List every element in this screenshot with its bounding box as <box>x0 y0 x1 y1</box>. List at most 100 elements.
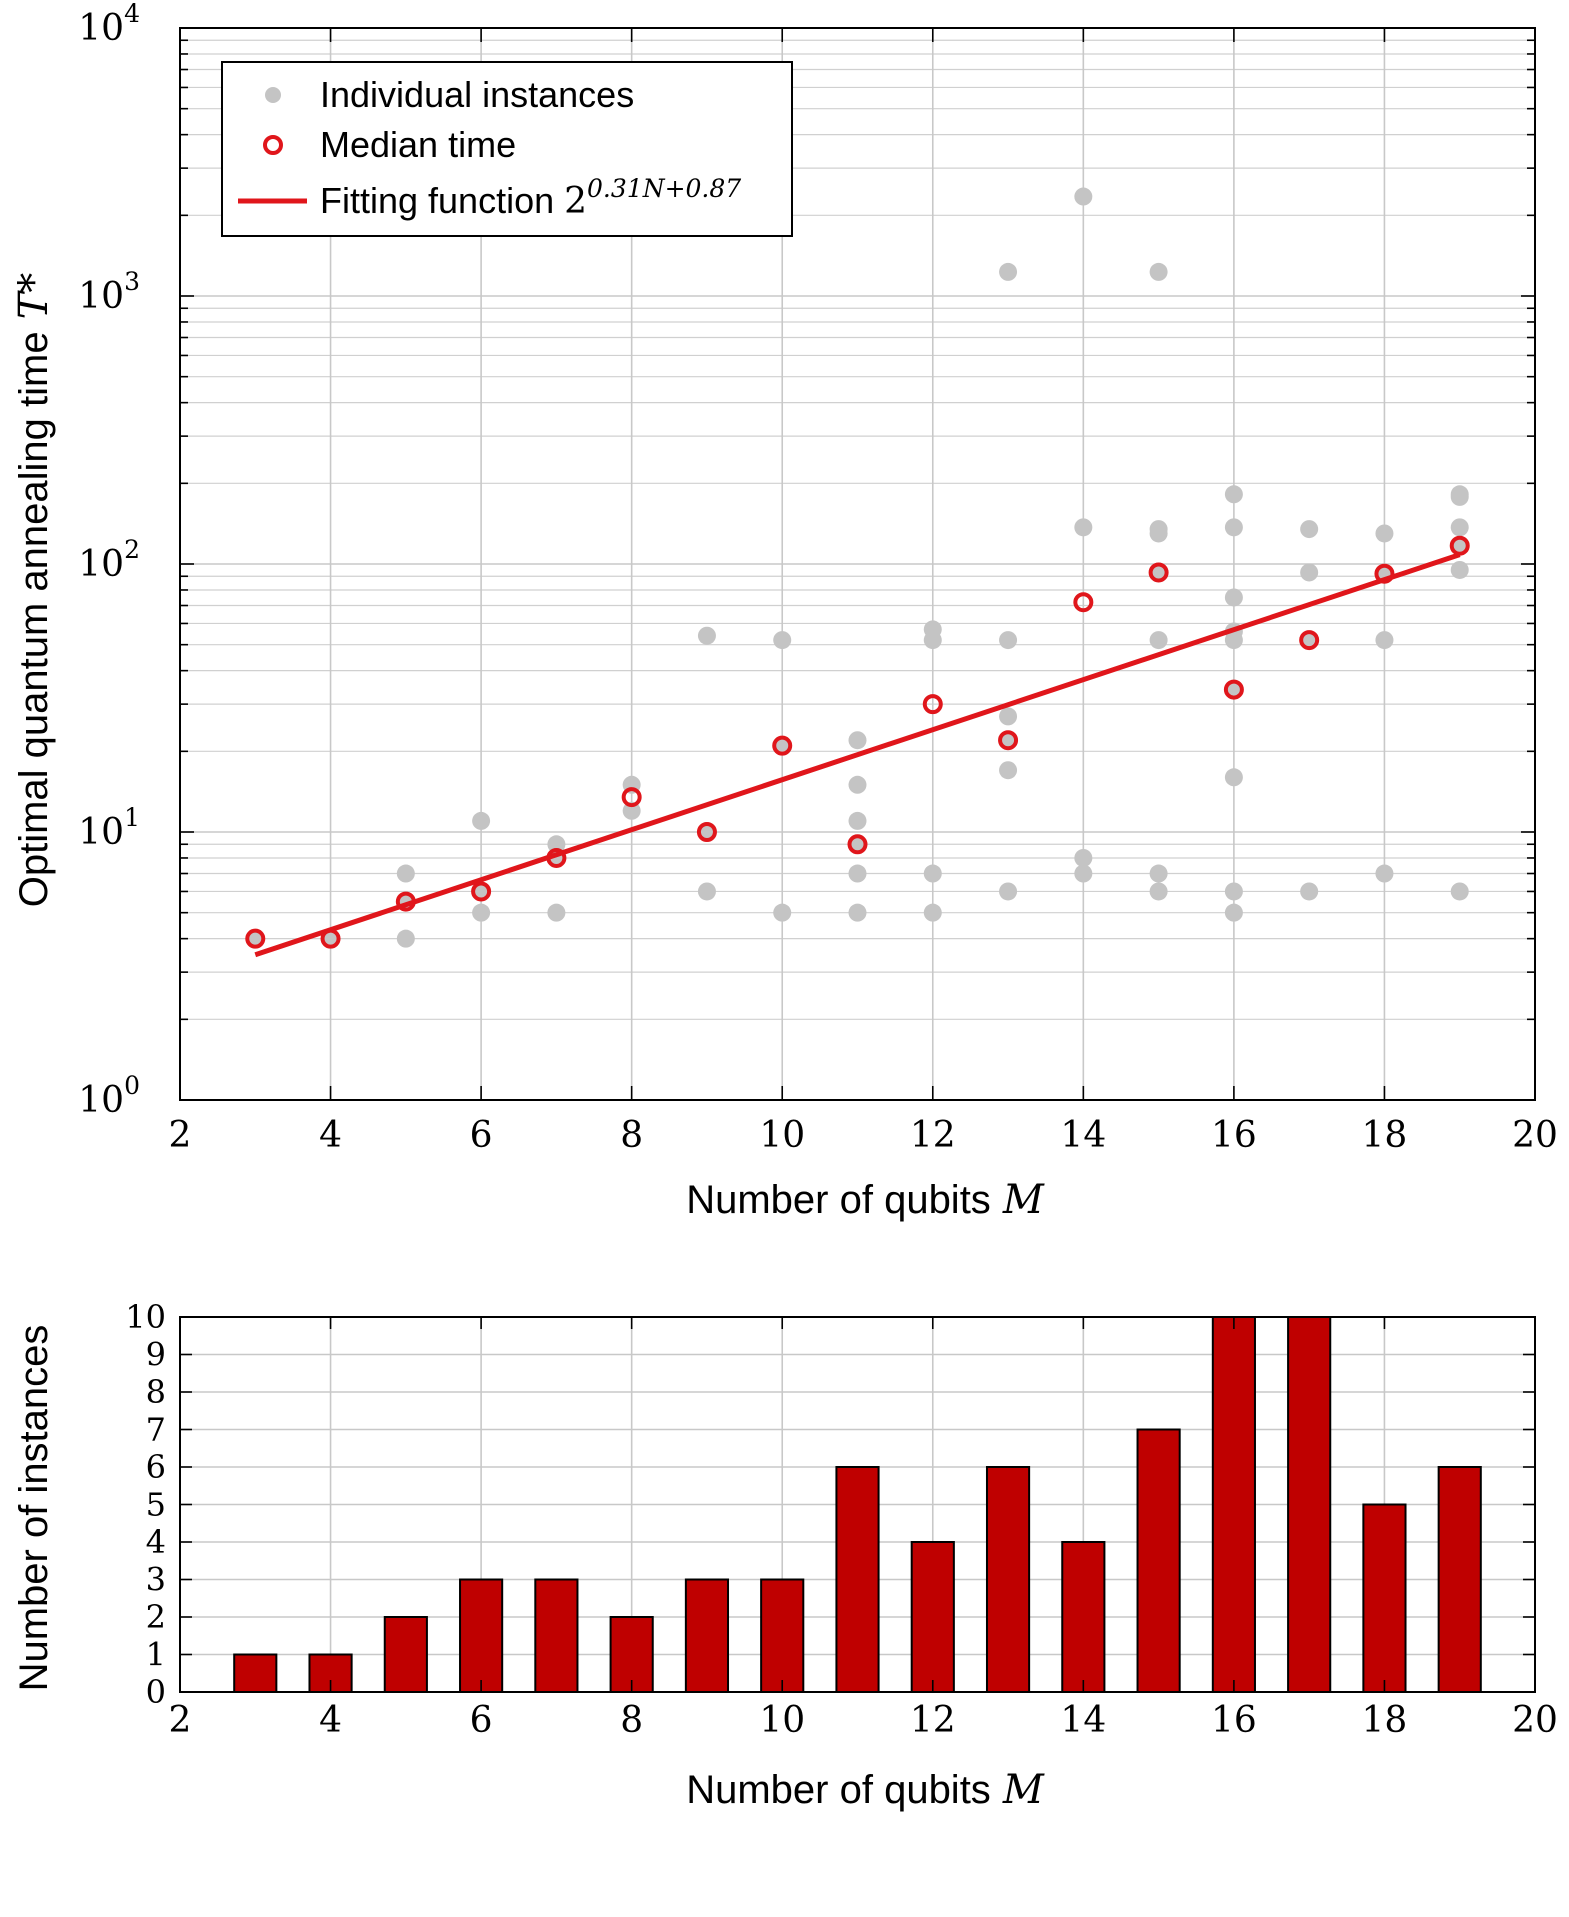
bottom-x-tick-label: 14 <box>1060 1700 1106 1741</box>
instance-point <box>848 775 867 794</box>
bottom-x-tick-label: 2 <box>169 1700 192 1741</box>
bottom-y-tick-label: 1 <box>146 1636 166 1674</box>
instance-point <box>848 864 867 883</box>
bottom-x-axis-var: M <box>1002 1767 1045 1813</box>
median-point <box>320 928 341 949</box>
bar <box>459 1578 504 1693</box>
instance-point <box>396 929 415 948</box>
median-point <box>245 928 266 949</box>
bar <box>233 1653 278 1693</box>
instance-point <box>1300 520 1319 539</box>
instance-point <box>923 631 942 650</box>
bottom-y-axis-label: Number of instances <box>12 1325 56 1692</box>
bar <box>1211 1316 1256 1693</box>
instance-point <box>1149 524 1168 543</box>
instance-point <box>396 864 415 883</box>
instance-point <box>1074 518 1093 537</box>
instance-point <box>1450 518 1469 537</box>
instance-point <box>1375 631 1394 650</box>
instance-point <box>1224 903 1243 922</box>
legend-instance-marker <box>265 87 281 103</box>
bar <box>1437 1466 1482 1693</box>
y-tick-exp: 4 <box>124 0 140 28</box>
bottom-x-tick-label: 8 <box>620 1700 643 1741</box>
instance-point <box>1224 588 1243 607</box>
legend: Individual instances Median time Fitting… <box>221 61 793 237</box>
instance-point <box>1074 187 1093 206</box>
y-tick-exp: 2 <box>124 535 140 564</box>
top-y-tick-label: 104 <box>78 0 140 49</box>
top-x-tick-label: 18 <box>1362 1115 1408 1156</box>
y-tick-base: 10 <box>78 276 124 317</box>
instance-point <box>1149 631 1168 650</box>
instance-point <box>1450 487 1469 506</box>
top-y-tick-label: 102 <box>78 535 140 585</box>
top-x-tick-label: 14 <box>1060 1115 1106 1156</box>
bottom-y-tick-label: 2 <box>146 1598 166 1636</box>
top-x-tick-label: 2 <box>169 1115 192 1156</box>
top-x-tick-labels: 2 4 6 8 10 12 14 16 18 20 <box>169 1115 1558 1156</box>
bar <box>1061 1541 1106 1693</box>
bottom-y-tick-label: 10 <box>125 1298 166 1336</box>
instance-point <box>1375 864 1394 883</box>
legend-fit-exponent: 0.31N+0.87 <box>587 174 741 203</box>
instance-point <box>1074 848 1093 867</box>
top-x-axis-var: M <box>1002 1177 1045 1223</box>
legend-fit-base: 2 <box>564 181 587 222</box>
instance-points <box>246 187 1469 948</box>
top-x-tick-label: 12 <box>910 1115 956 1156</box>
top-x-axis-label-text: Number of qubits <box>686 1178 991 1222</box>
instance-point <box>472 811 491 830</box>
instance-point <box>923 903 942 922</box>
instance-point <box>1224 768 1243 787</box>
bar <box>383 1616 428 1693</box>
median-point <box>1223 679 1244 700</box>
bottom-y-tick-label: 4 <box>146 1523 166 1561</box>
instance-point <box>1149 882 1168 901</box>
median-point <box>1449 535 1470 556</box>
bar <box>534 1578 579 1693</box>
top-y-axis-var: T* <box>11 273 57 320</box>
top-y-axis-label: Optimal quantum annealing time T* <box>11 273 57 908</box>
legend-fit-label: Fitting function 20.31N+0.87 <box>320 174 741 222</box>
instance-point <box>848 731 867 750</box>
bottom-x-axis-label: Number of qubits M <box>686 1767 1045 1813</box>
y-tick-base: 10 <box>78 812 124 853</box>
instance-point <box>999 262 1018 281</box>
median-point <box>546 847 567 868</box>
median-point <box>696 822 717 842</box>
instance-point <box>1224 631 1243 650</box>
instance-point <box>773 903 792 922</box>
median-point <box>847 834 868 855</box>
instance-point <box>923 864 942 883</box>
legend-median-label: Median time <box>320 124 516 165</box>
median-point <box>621 787 642 808</box>
instance-point <box>999 761 1018 780</box>
y-tick-base: 10 <box>78 1080 124 1121</box>
bottom-x-tick-label: 16 <box>1211 1700 1257 1741</box>
fit-line-segment <box>254 552 1461 958</box>
bar <box>1136 1428 1181 1693</box>
median-point <box>1148 562 1169 583</box>
bottom-x-tick-label: 12 <box>910 1700 956 1741</box>
median-point <box>1299 630 1320 651</box>
instance-point <box>1450 560 1469 579</box>
legend-median-marker <box>263 135 283 155</box>
legend-fit-prefix: Fitting function <box>320 180 554 221</box>
y-tick-base: 10 <box>78 544 124 585</box>
instance-point <box>999 631 1018 650</box>
instance-point <box>622 801 641 820</box>
instance-point <box>848 811 867 830</box>
instance-point <box>999 707 1018 726</box>
bar <box>609 1616 654 1693</box>
instance-point <box>1224 518 1243 537</box>
bottom-x-axis-label-text: Number of qubits <box>686 1768 991 1812</box>
instance-point <box>999 882 1018 901</box>
top-x-tick-label: 4 <box>319 1115 342 1156</box>
top-x-tick-label: 20 <box>1512 1115 1558 1156</box>
median-point <box>922 694 943 715</box>
instance-point <box>848 903 867 922</box>
